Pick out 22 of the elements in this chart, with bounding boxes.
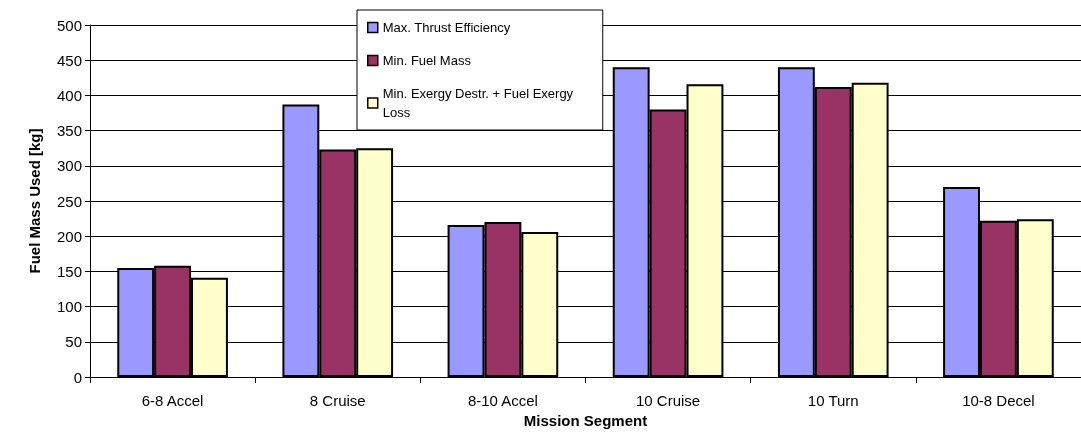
y-tick-label: 150 bbox=[56, 262, 82, 280]
legend-label: Min. Fuel Mass bbox=[382, 53, 472, 68]
x-tick-label: 10-8 Decel bbox=[962, 392, 1035, 409]
legend-label: Min. Exergy Destr. + Fuel Exergy Loss bbox=[382, 86, 577, 120]
x-tick-label: 6-8 Accel bbox=[141, 392, 204, 409]
y-tick-label: 250 bbox=[56, 192, 82, 210]
y-tick-label: 400 bbox=[56, 86, 82, 104]
x-tick-label: 10 Turn bbox=[807, 392, 859, 409]
x-axis-title: Mission Segment bbox=[523, 411, 648, 429]
y-tick-label: 200 bbox=[56, 227, 82, 245]
x-tick-label: 8 Cruise bbox=[309, 392, 366, 409]
x-tick-label: 8-10 Accel bbox=[467, 392, 538, 409]
legend-label: Max. Thrust Efficiency bbox=[382, 20, 511, 35]
y-tick-label: 0 bbox=[73, 368, 82, 386]
y-axis-title: Fuel Mass Used [kg] bbox=[26, 128, 43, 274]
y-tick-label: 100 bbox=[56, 298, 82, 316]
y-tick-label: 350 bbox=[56, 122, 82, 140]
y-tick-label: 500 bbox=[56, 16, 82, 34]
y-tick-label: 300 bbox=[56, 157, 82, 175]
y-tick-label: 450 bbox=[56, 51, 82, 69]
y-tick-label: 50 bbox=[65, 333, 82, 351]
x-tick-label: 10 Cruise bbox=[635, 392, 701, 409]
